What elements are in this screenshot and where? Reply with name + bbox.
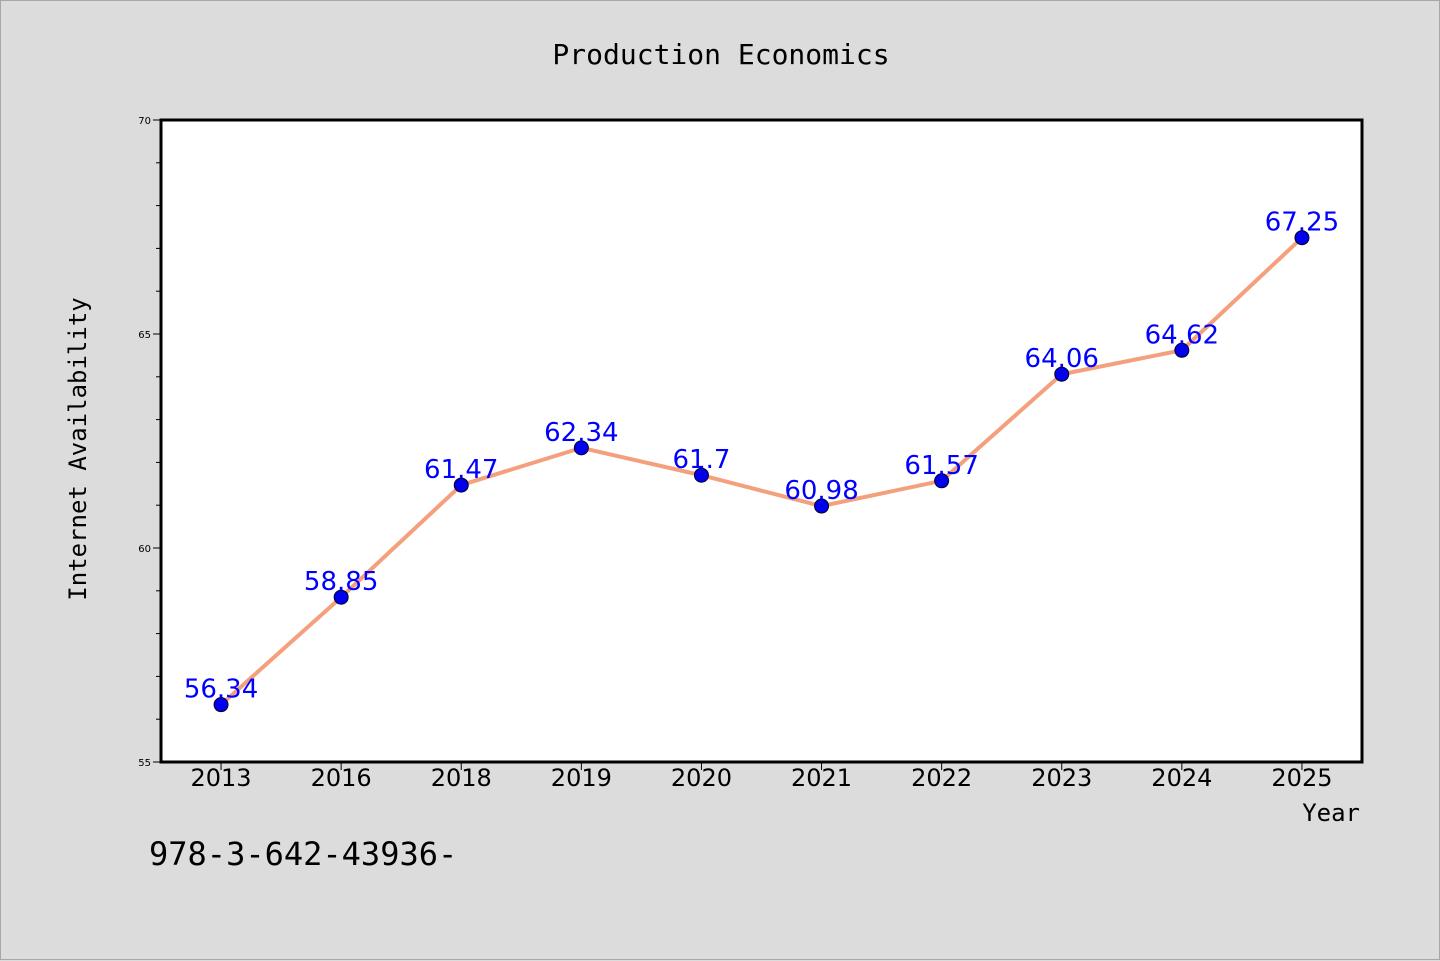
data-label: 56.34 bbox=[184, 675, 258, 705]
x-tick-label: 2025 bbox=[1271, 764, 1332, 792]
data-point bbox=[814, 498, 830, 514]
y-tick-label: 60 bbox=[138, 544, 151, 555]
plot-area bbox=[161, 120, 1362, 762]
data-label: 64.62 bbox=[1145, 320, 1219, 350]
x-tick-label: 2023 bbox=[1031, 764, 1092, 792]
data-label: 67.25 bbox=[1265, 208, 1339, 238]
data-point bbox=[934, 473, 950, 489]
x-tick-label: 2018 bbox=[431, 764, 492, 792]
y-tick-label: 55 bbox=[138, 758, 151, 769]
data-label: 61.57 bbox=[904, 451, 978, 481]
plot-frame bbox=[159, 118, 1364, 764]
data-point bbox=[333, 589, 349, 605]
data-point bbox=[1054, 366, 1070, 382]
x-tick-label: 2013 bbox=[191, 764, 252, 792]
y-axis-label: Internet Availability bbox=[64, 297, 92, 600]
x-axis-label: Year bbox=[1302, 799, 1360, 827]
isbn-annotation: 978-3-642-43936- bbox=[149, 835, 457, 873]
data-label: 60.98 bbox=[784, 476, 858, 506]
data-label: 64.06 bbox=[1025, 344, 1099, 374]
y-tick-label: 65 bbox=[138, 330, 151, 341]
x-tick-label: 2019 bbox=[551, 764, 612, 792]
data-label: 58.85 bbox=[304, 567, 378, 597]
data-label: 61.47 bbox=[424, 455, 498, 485]
x-tick-label: 2020 bbox=[671, 764, 732, 792]
data-point bbox=[1174, 342, 1190, 358]
y-tick-label: 70 bbox=[138, 116, 151, 127]
x-tick-label: 2021 bbox=[791, 764, 852, 792]
x-tick-label: 2024 bbox=[1151, 764, 1212, 792]
data-point bbox=[453, 477, 469, 493]
data-point bbox=[573, 440, 589, 456]
data-label: 61.7 bbox=[673, 445, 731, 475]
series-line bbox=[219, 235, 1304, 707]
data-label: 62.34 bbox=[544, 418, 618, 448]
x-tick-label: 2022 bbox=[911, 764, 972, 792]
x-tick-label: 2016 bbox=[311, 764, 372, 792]
data-point bbox=[1294, 230, 1310, 246]
data-point bbox=[213, 697, 229, 713]
data-point bbox=[693, 467, 709, 483]
chart-title: Production Economics bbox=[552, 38, 889, 71]
